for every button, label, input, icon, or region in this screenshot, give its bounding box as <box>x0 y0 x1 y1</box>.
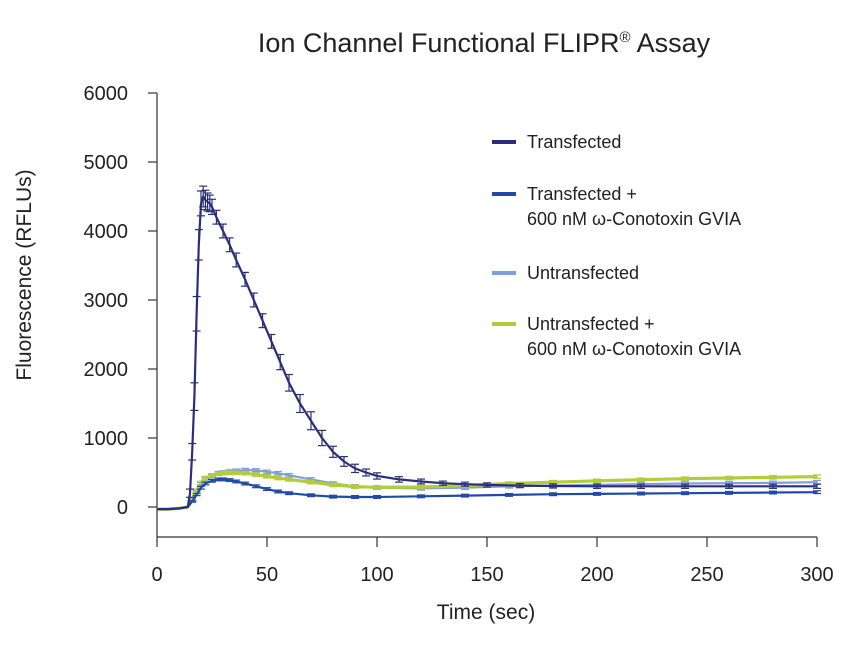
legend-item: Untransfected + 600 nM ω-Conotoxin GVIA <box>492 314 741 359</box>
chart-title: Ion Channel Functional FLIPR® Assay <box>258 28 711 58</box>
y-tick-label: 2000 <box>84 359 129 381</box>
registered-mark: ® <box>620 29 631 46</box>
legend-label: Transfected <box>527 132 621 152</box>
y-tick-label: 4000 <box>84 221 129 243</box>
series-2 <box>157 477 821 511</box>
x-tick-label: 250 <box>690 564 723 586</box>
x-axis-label: Time (sec) <box>437 601 535 624</box>
axes: 0 1000 2000 3000 4000 5000 6000 0 50 100 150 200 250… <box>84 83 834 586</box>
legend-label: Untransfected + <box>527 314 655 334</box>
x-tick-label: 150 <box>470 564 503 586</box>
x-tick-label: 0 <box>151 564 162 586</box>
y-axis-label: Fluorescence (RFLUs) <box>13 169 36 380</box>
x-tick-label: 200 <box>580 564 613 586</box>
x-tick-label: 100 <box>360 564 393 586</box>
series-4 <box>157 470 821 511</box>
x-tick-label: 300 <box>800 564 833 586</box>
series-line <box>157 471 818 511</box>
y-tick-label: 3000 <box>84 290 129 312</box>
series-1 <box>157 185 821 511</box>
y-tick-label: 0 <box>117 497 128 519</box>
legend-label: Untransfected <box>527 263 639 283</box>
y-tick-label: 6000 <box>84 83 129 105</box>
y-tick-label: 5000 <box>84 152 129 174</box>
series-lines <box>157 185 821 511</box>
x-tick-label: 50 <box>256 564 278 586</box>
legend-label: 600 nM ω-Conotoxin GVIA <box>527 209 741 229</box>
series-line <box>157 195 817 511</box>
legend-label: Transfected + <box>527 184 637 204</box>
legend-label: 600 nM ω-Conotoxin GVIA <box>527 339 741 359</box>
series-line <box>157 478 818 511</box>
legend-item: Untransfected <box>492 263 639 283</box>
legend: Transfected Transfected + 600 nM ω-Conotox… <box>492 132 741 359</box>
legend-item: Transfected <box>492 132 621 152</box>
y-tick-label: 1000 <box>84 428 129 450</box>
legend-item: Transfected + 600 nM ω-Conotoxin GVIA <box>492 184 741 229</box>
